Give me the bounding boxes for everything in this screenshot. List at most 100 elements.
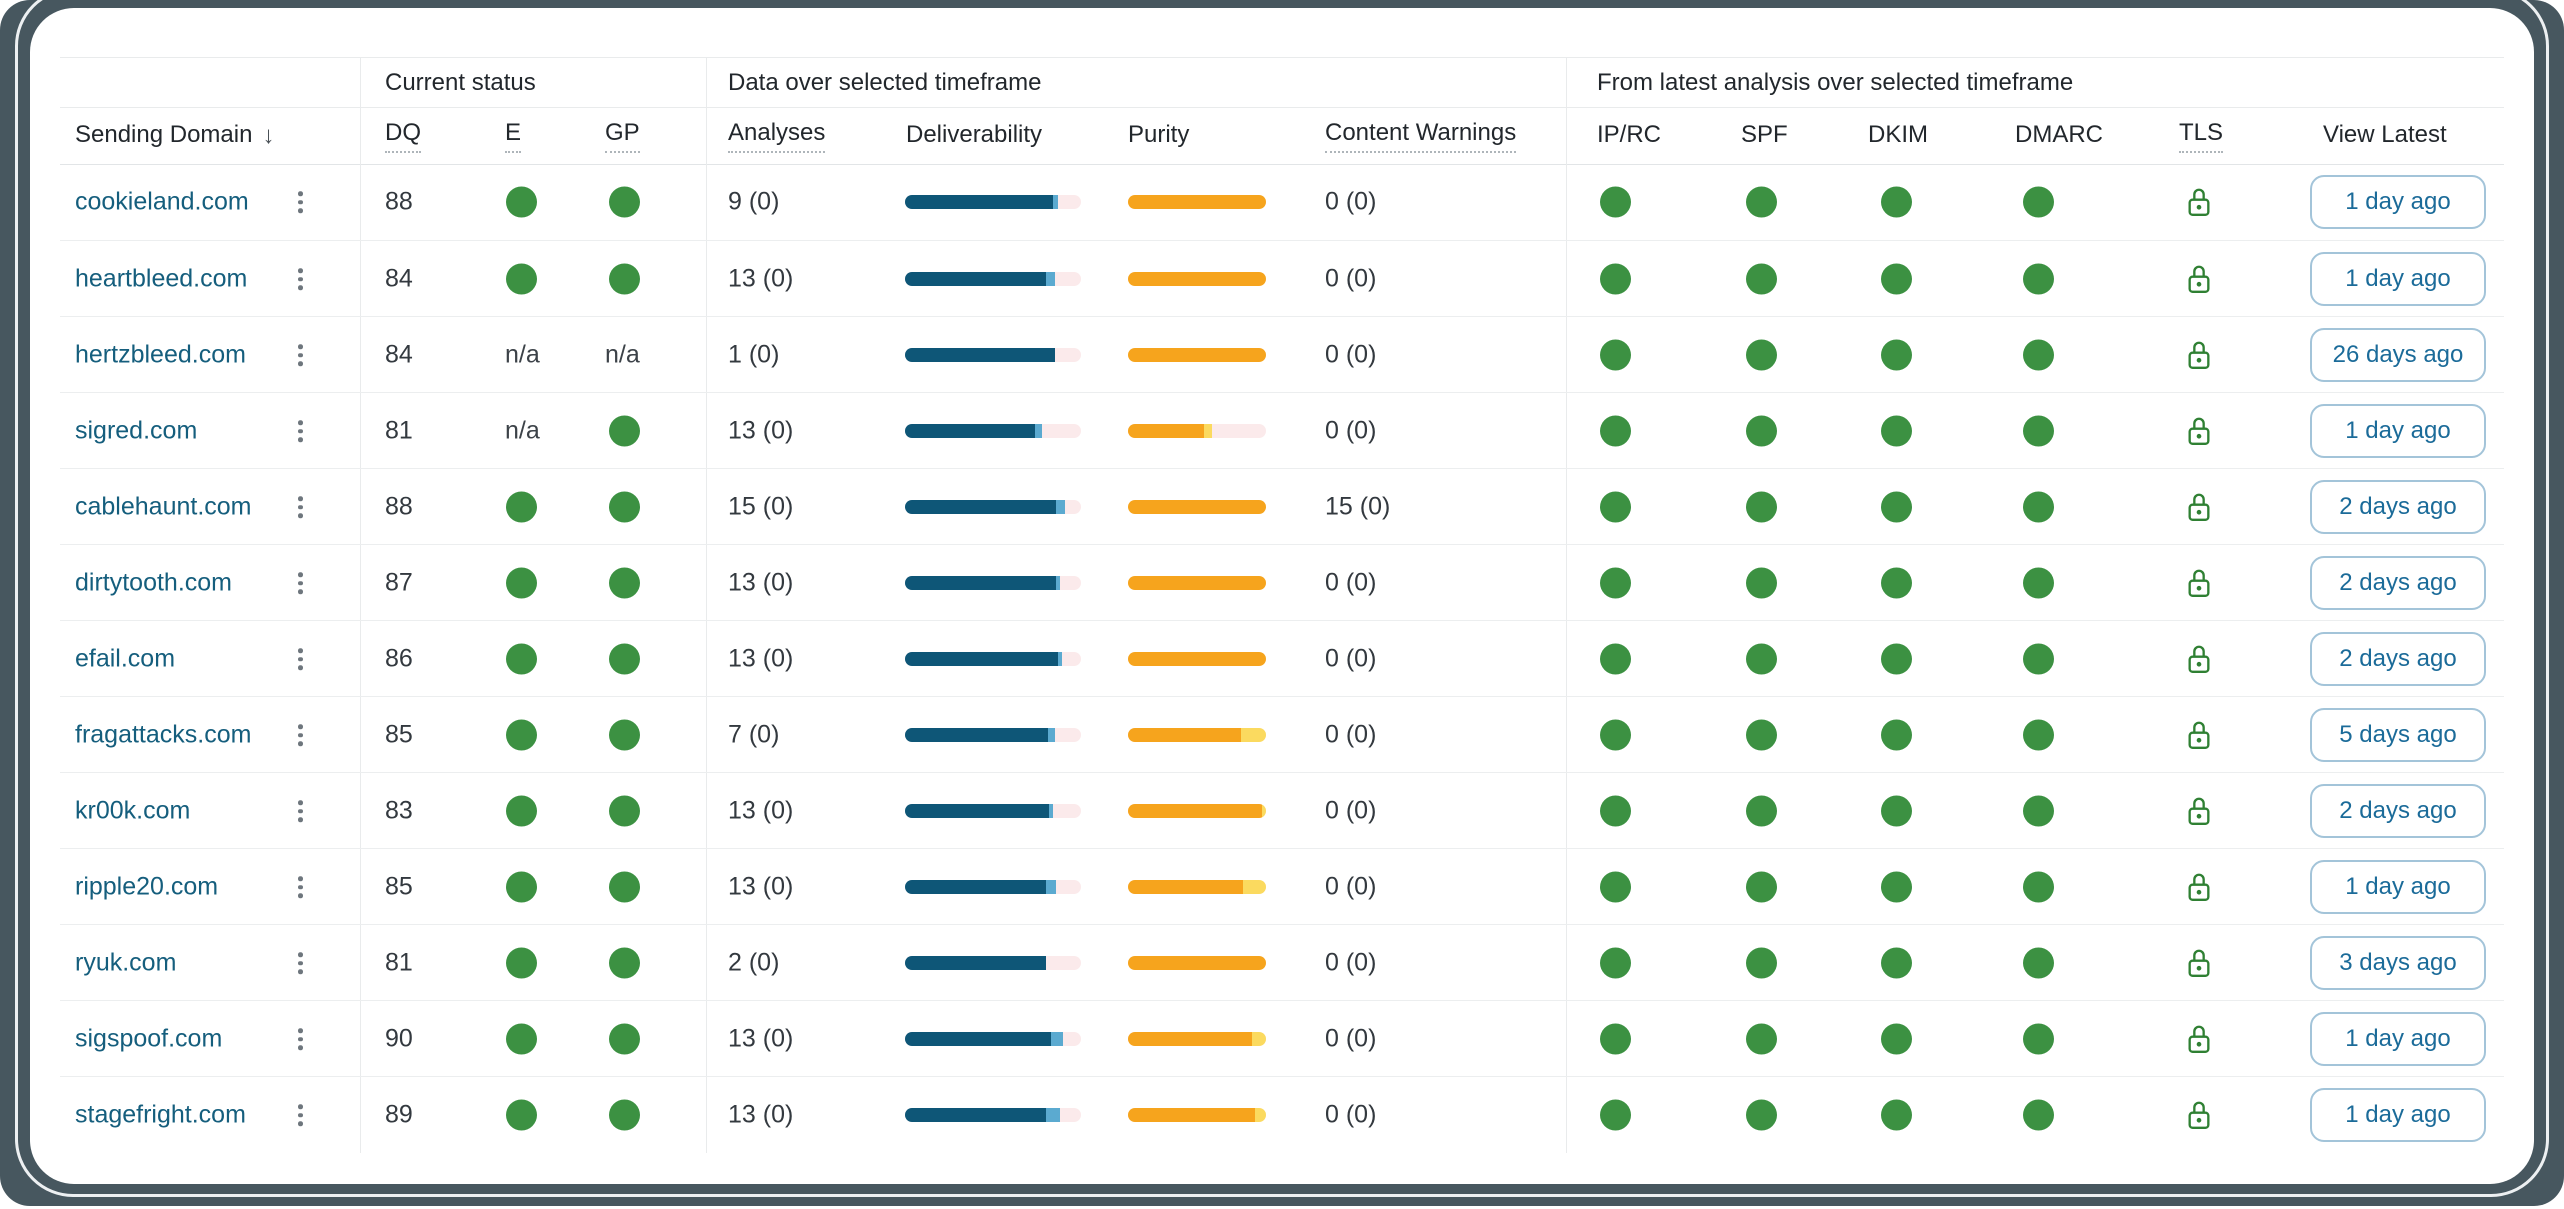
purity-bar	[1128, 500, 1266, 514]
dq-score: 90	[385, 1024, 413, 1053]
sending-domain-cell: heartbleed.com	[75, 265, 247, 294]
row-actions[interactable]	[292, 794, 309, 828]
analyses-count: 13 (0)	[728, 568, 794, 597]
row-actions[interactable]	[292, 1022, 309, 1056]
sending-domain-link[interactable]: ryuk.com	[75, 948, 177, 977]
view-latest-button[interactable]: 1 day ago	[2310, 1012, 2486, 1066]
table-row: cookieland.com 88 9 (0) 0 (0) 1 day ago	[60, 164, 2504, 240]
column-header-sending-domain[interactable]: Sending Domain ↓	[75, 107, 274, 164]
kebab-menu-icon[interactable]	[292, 566, 309, 600]
view-latest-button[interactable]: 1 day ago	[2310, 1088, 2486, 1142]
kebab-menu-icon[interactable]	[292, 490, 309, 524]
content-warnings-count: 0 (0)	[1325, 568, 1377, 597]
deliverability	[905, 956, 1081, 970]
sending-domain-link[interactable]: ripple20.com	[75, 872, 219, 901]
ip-rc-status	[1600, 719, 1631, 751]
view-latest-button[interactable]: 2 days ago	[2310, 632, 2486, 686]
column-header-e[interactable]: E	[505, 107, 522, 164]
sending-domain-link[interactable]: cablehaunt.com	[75, 492, 252, 521]
view-latest-button[interactable]: 5 days ago	[2310, 708, 2486, 762]
dq-score: 83	[385, 796, 413, 825]
kebab-menu-icon[interactable]	[292, 262, 309, 296]
row-actions[interactable]	[292, 642, 309, 676]
row-actions[interactable]	[292, 1098, 309, 1132]
row-actions[interactable]	[292, 870, 309, 904]
view-latest-cell: 1 day ago	[2310, 404, 2486, 458]
sending-domain-link[interactable]: dirtytooth.com	[75, 568, 233, 597]
sending-domain-link[interactable]: sigred.com	[75, 416, 198, 445]
kebab-menu-icon[interactable]	[292, 1098, 309, 1132]
content-warnings-count: 0 (0)	[1325, 720, 1377, 749]
purity-bar	[1128, 576, 1266, 590]
sort-desc-icon: ↓	[262, 121, 275, 149]
row-actions[interactable]	[292, 262, 309, 296]
view-latest-button[interactable]: 1 day ago	[2310, 252, 2486, 306]
view-latest-button[interactable]: 3 days ago	[2310, 936, 2486, 990]
column-header-gp[interactable]: GP	[605, 107, 640, 164]
sending-domain-link[interactable]: cookieland.com	[75, 187, 249, 216]
kebab-menu-icon[interactable]	[292, 870, 309, 904]
ip-rc-status	[1600, 795, 1631, 827]
ip-rc-status	[1600, 567, 1631, 599]
e-status: n/a	[505, 416, 540, 445]
status-pass-dot	[506, 795, 537, 827]
kebab-menu-icon[interactable]	[292, 185, 309, 219]
view-latest-button[interactable]: 1 day ago	[2310, 175, 2486, 229]
view-latest-button[interactable]: 2 days ago	[2310, 556, 2486, 610]
sending-domain-link[interactable]: kr00k.com	[75, 796, 191, 825]
row-actions[interactable]	[292, 718, 309, 752]
status-pass-dot	[609, 491, 640, 523]
view-latest-button[interactable]: 26 days ago	[2310, 328, 2486, 382]
view-latest-button[interactable]: 1 day ago	[2310, 404, 2486, 458]
kebab-menu-icon[interactable]	[292, 794, 309, 828]
status-pass-dot	[506, 719, 537, 751]
sending-domain-link[interactable]: stagefright.com	[75, 1100, 246, 1129]
kebab-menu-icon[interactable]	[292, 338, 309, 372]
dkim-status	[1881, 415, 1912, 447]
view-latest-button[interactable]: 2 days ago	[2310, 480, 2486, 534]
sending-domain-link[interactable]: heartbleed.com	[75, 264, 248, 293]
column-header-analyses[interactable]: Analyses	[728, 107, 826, 164]
status-pass-dot	[2023, 491, 2054, 523]
sending-domain-cell: kr00k.com	[75, 797, 190, 826]
status-pass-dot	[609, 795, 640, 827]
row-actions[interactable]	[292, 338, 309, 372]
view-latest-button[interactable]: 1 day ago	[2310, 860, 2486, 914]
content-warnings-count: 0 (0)	[1325, 187, 1377, 216]
e-status	[506, 947, 537, 979]
kebab-menu-icon[interactable]	[292, 1022, 309, 1056]
dmarc-status	[2023, 1099, 2054, 1131]
sending-domain-link[interactable]: efail.com	[75, 644, 176, 673]
status-pass-dot	[1746, 871, 1777, 903]
tls-status	[2185, 643, 2213, 676]
status-pass-dot	[506, 491, 537, 523]
kebab-menu-icon[interactable]	[292, 642, 309, 676]
kebab-menu-icon[interactable]	[292, 946, 309, 980]
view-latest-button[interactable]: 2 days ago	[2310, 784, 2486, 838]
group-header-rule	[60, 107, 2504, 108]
row-actions[interactable]	[292, 566, 309, 600]
kebab-menu-icon[interactable]	[292, 414, 309, 448]
status-pass-dot	[2023, 339, 2054, 371]
status-pass-dot	[609, 186, 640, 218]
row-actions[interactable]	[292, 946, 309, 980]
row-actions[interactable]	[292, 185, 309, 219]
column-header-content-warnings[interactable]: Content Warnings	[1325, 107, 1517, 164]
purity-bar	[1128, 272, 1266, 286]
e-status	[506, 719, 537, 751]
sending-domain-cell: dirtytooth.com	[75, 569, 232, 598]
gp-status	[609, 643, 640, 675]
dmarc-status	[2023, 871, 2054, 903]
sending-domain-link[interactable]: hertzbleed.com	[75, 340, 246, 369]
analyses-count: 7 (0)	[728, 720, 780, 749]
sending-domain-link[interactable]: sigspoof.com	[75, 1024, 223, 1053]
status-pass-dot	[1881, 871, 1912, 903]
row-actions[interactable]	[292, 490, 309, 524]
tls-status	[2185, 871, 2213, 904]
column-header-dq[interactable]: DQ	[385, 107, 421, 164]
column-header-tls[interactable]: TLS	[2179, 107, 2224, 164]
kebab-menu-icon[interactable]	[292, 718, 309, 752]
sending-domain-cell: cookieland.com	[75, 188, 249, 217]
sending-domain-link[interactable]: fragattacks.com	[75, 720, 252, 749]
row-actions[interactable]	[292, 414, 309, 448]
